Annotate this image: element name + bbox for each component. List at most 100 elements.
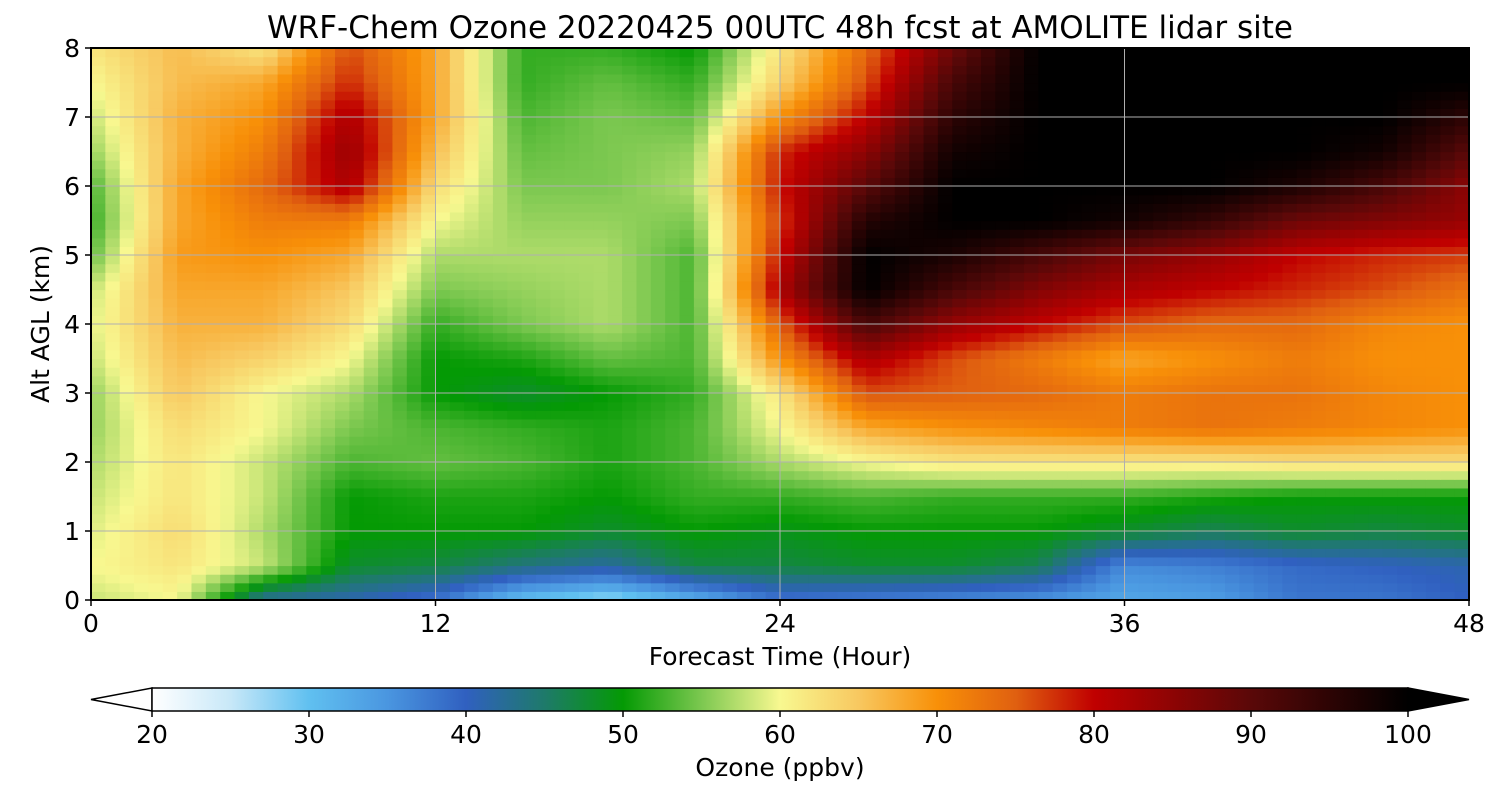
heatmap-cell xyxy=(1282,280,1298,291)
heatmap-cell xyxy=(1325,315,1341,325)
heatmap-cell xyxy=(751,160,767,170)
heatmap-cell xyxy=(722,487,738,498)
heatmap-cell xyxy=(665,444,681,454)
heatmap-cell xyxy=(105,427,121,437)
heatmap-cell xyxy=(665,203,681,213)
heatmap-cell xyxy=(622,401,638,411)
heatmap-cell xyxy=(291,168,307,178)
heatmap-cell xyxy=(1354,410,1370,420)
heatmap-cell xyxy=(1282,358,1298,368)
heatmap-cell xyxy=(220,505,236,515)
heatmap-cell xyxy=(937,211,953,222)
heatmap-cell xyxy=(435,496,451,506)
heatmap-cell xyxy=(1196,513,1212,523)
heatmap-cell xyxy=(134,539,150,549)
heatmap-cell xyxy=(636,453,652,463)
heatmap-cell xyxy=(449,487,465,498)
heatmap-cell xyxy=(105,272,121,282)
heatmap-cell xyxy=(320,306,336,316)
heatmap-cell xyxy=(894,255,910,265)
heatmap-cell xyxy=(1411,470,1427,480)
heatmap-cell xyxy=(478,272,494,282)
heatmap-cell xyxy=(593,591,609,601)
heatmap-cell xyxy=(751,522,767,532)
heatmap-cell xyxy=(1224,427,1240,437)
heatmap-cell xyxy=(1052,496,1068,506)
heatmap-cell xyxy=(1440,453,1456,463)
heatmap-cell xyxy=(1354,444,1370,454)
heatmap-cell xyxy=(1325,410,1341,420)
heatmap-cell xyxy=(148,556,164,567)
heatmap-cell xyxy=(1282,349,1298,360)
heatmap-cell xyxy=(148,470,164,480)
heatmap-cell xyxy=(995,177,1011,187)
heatmap-cell xyxy=(1368,315,1384,325)
heatmap-cell xyxy=(851,151,867,161)
heatmap-cell xyxy=(1138,246,1154,256)
heatmap-cell xyxy=(564,393,580,403)
heatmap-cell xyxy=(1067,470,1083,480)
heatmap-cell xyxy=(392,177,408,187)
heatmap-cell xyxy=(1052,289,1068,299)
heatmap-cell xyxy=(1009,582,1025,592)
heatmap-cell xyxy=(478,220,494,230)
heatmap-cell xyxy=(1325,427,1341,437)
heatmap-cell xyxy=(1382,453,1398,463)
heatmap-cell xyxy=(191,194,207,204)
heatmap-cell xyxy=(966,487,982,498)
heatmap-cell xyxy=(177,462,193,472)
heatmap-cell xyxy=(579,341,594,351)
heatmap-cell xyxy=(1081,168,1097,178)
heatmap-cell xyxy=(105,255,121,265)
heatmap-cell xyxy=(291,427,307,437)
heatmap-cell xyxy=(564,203,580,213)
heatmap-cell xyxy=(1181,513,1197,523)
heatmap-cell xyxy=(521,263,537,273)
heatmap-cell xyxy=(808,410,824,420)
heatmap-cell xyxy=(1296,255,1312,265)
heatmap-cell xyxy=(1454,565,1470,575)
heatmap-cell xyxy=(564,324,580,334)
heatmap-cell xyxy=(1368,211,1384,222)
heatmap-cell xyxy=(880,513,896,523)
heatmap-cell xyxy=(1081,496,1097,506)
heatmap-cell xyxy=(392,513,408,523)
heatmap-cell xyxy=(765,375,781,385)
heatmap-cell xyxy=(1024,410,1039,420)
heatmap-cell xyxy=(722,531,738,541)
heatmap-cell xyxy=(564,298,580,308)
heatmap-cell xyxy=(1325,513,1341,523)
heatmap-cell xyxy=(248,410,264,420)
heatmap-cell xyxy=(1110,280,1126,291)
heatmap-cell xyxy=(191,487,207,498)
heatmap-cell xyxy=(780,479,795,489)
heatmap-cell xyxy=(1368,531,1384,541)
heatmap-cell xyxy=(1110,496,1126,506)
heatmap-cell xyxy=(521,272,537,282)
heatmap-cell xyxy=(1339,436,1355,446)
heatmap-cell xyxy=(507,479,523,489)
heatmap-cell xyxy=(1325,565,1341,575)
heatmap-cell xyxy=(894,574,910,584)
heatmap-cell xyxy=(1239,160,1255,170)
heatmap-cell xyxy=(1038,418,1054,429)
heatmap-cell xyxy=(1153,487,1169,498)
heatmap-cell xyxy=(335,393,350,403)
heatmap-cell xyxy=(91,444,106,454)
heatmap-cell xyxy=(248,315,264,325)
heatmap-cell xyxy=(91,332,106,342)
heatmap-cell xyxy=(1196,211,1212,222)
heatmap-cell xyxy=(808,211,824,222)
heatmap-cell xyxy=(220,384,236,394)
heatmap-cell xyxy=(320,272,336,282)
heatmap-cell xyxy=(277,513,293,523)
heatmap-cell xyxy=(909,505,925,515)
heatmap-cell xyxy=(1095,272,1111,282)
heatmap-cell xyxy=(1382,582,1398,592)
heatmap-cell xyxy=(564,306,580,316)
heatmap-cell xyxy=(679,531,695,541)
heatmap-cell xyxy=(1052,367,1068,377)
heatmap-cell xyxy=(952,341,968,351)
heatmap-cell xyxy=(722,186,738,196)
heatmap-cell xyxy=(952,375,968,385)
